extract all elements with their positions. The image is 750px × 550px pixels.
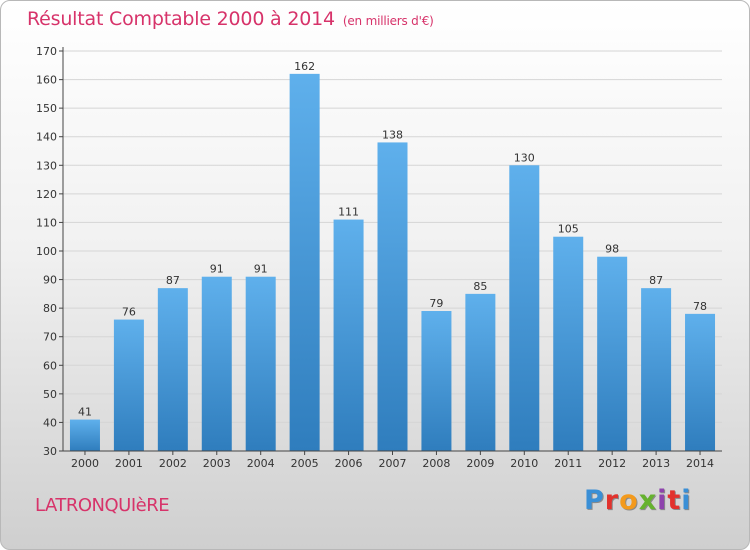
y-tick-label: 120 [36, 188, 57, 201]
bar [69, 419, 100, 451]
bar [553, 236, 584, 451]
bar [245, 276, 276, 451]
bar [289, 73, 320, 451]
data-label: 130 [514, 151, 535, 164]
x-tick-label: 2012 [598, 457, 626, 470]
y-axis-ticks: 30 40 50 60 70 80 90 100 110 120 130 140 150 160 170 [36, 45, 63, 458]
data-label: 105 [558, 223, 579, 236]
bar [421, 311, 452, 451]
brand-letter: i [657, 485, 668, 516]
y-tick-label: 130 [36, 159, 57, 172]
bar [685, 313, 716, 451]
bar [377, 142, 408, 451]
x-tick-label: 2007 [379, 457, 407, 470]
x-tick-label: 2003 [203, 457, 231, 470]
title-text: Résultat Comptable 2000 à 2014 [27, 8, 335, 30]
chart-title: Résultat Comptable 2000 à 2014 (en millie… [27, 8, 434, 30]
y-tick-label: 140 [36, 131, 57, 144]
data-label: 138 [382, 128, 403, 141]
y-tick-label: 30 [43, 445, 57, 458]
x-tick-label: 2010 [510, 457, 538, 470]
x-tick-label: 2005 [291, 457, 319, 470]
x-tick-label: 2000 [71, 457, 99, 470]
x-tick-label: 2011 [554, 457, 582, 470]
data-label: 87 [649, 274, 663, 287]
y-tick-label: 150 [36, 102, 57, 115]
data-labels: 41 76 87 91 91 162 111 138 79 85 130 105 98 87 78 [78, 60, 707, 419]
bar [465, 293, 496, 451]
brand-letter: t [667, 485, 682, 516]
x-tick-label: 2008 [422, 457, 450, 470]
x-axis-ticks: 2000 2001 2002 2003 2004 2005 2006 2007 2008 2009… [71, 451, 714, 470]
x-tick-label: 2013 [642, 457, 670, 470]
data-label: 162 [294, 60, 315, 73]
brand-letter: P [584, 485, 605, 516]
data-label: 91 [210, 263, 224, 276]
x-tick-label: 2009 [466, 457, 494, 470]
y-tick-label: 60 [43, 359, 57, 372]
data-label: 87 [166, 274, 180, 287]
y-tick-label: 40 [43, 416, 57, 429]
y-tick-label: 80 [43, 302, 57, 315]
data-label: 79 [429, 297, 443, 310]
y-tick-label: 160 [36, 74, 57, 87]
bars [69, 73, 716, 452]
data-label: 76 [122, 306, 136, 319]
bar [641, 288, 672, 451]
brand-letter: i [681, 485, 692, 516]
data-label: 78 [693, 300, 707, 313]
brand-letter: o [619, 485, 639, 516]
y-tick-label: 90 [43, 274, 57, 287]
brand-letter: r [604, 485, 620, 516]
bar [333, 219, 364, 451]
x-tick-label: 2001 [115, 457, 143, 470]
data-label: 85 [473, 280, 487, 293]
data-label: 91 [254, 263, 268, 276]
bar [157, 288, 188, 451]
brand-letter: x [638, 485, 658, 516]
y-tick-label: 110 [36, 216, 57, 229]
title-unit: (en milliers d'€) [342, 14, 434, 28]
x-tick-label: 2004 [247, 457, 275, 470]
x-tick-label: 2002 [159, 457, 187, 470]
y-tick-label: 170 [36, 45, 57, 58]
brand-logo: Proxiti [584, 487, 692, 514]
data-label: 111 [338, 206, 359, 219]
bar [113, 319, 144, 451]
bar [509, 165, 540, 452]
commune-name: LATRONQUIèRE [35, 495, 170, 516]
data-label: 98 [605, 243, 619, 256]
y-tick-label: 70 [43, 331, 57, 344]
x-tick-label: 2006 [335, 457, 363, 470]
data-label: 41 [78, 406, 92, 419]
x-tick-label: 2014 [686, 457, 714, 470]
bar [597, 256, 628, 451]
bar [201, 276, 232, 451]
y-tick-label: 100 [36, 245, 57, 258]
y-tick-label: 50 [43, 388, 57, 401]
